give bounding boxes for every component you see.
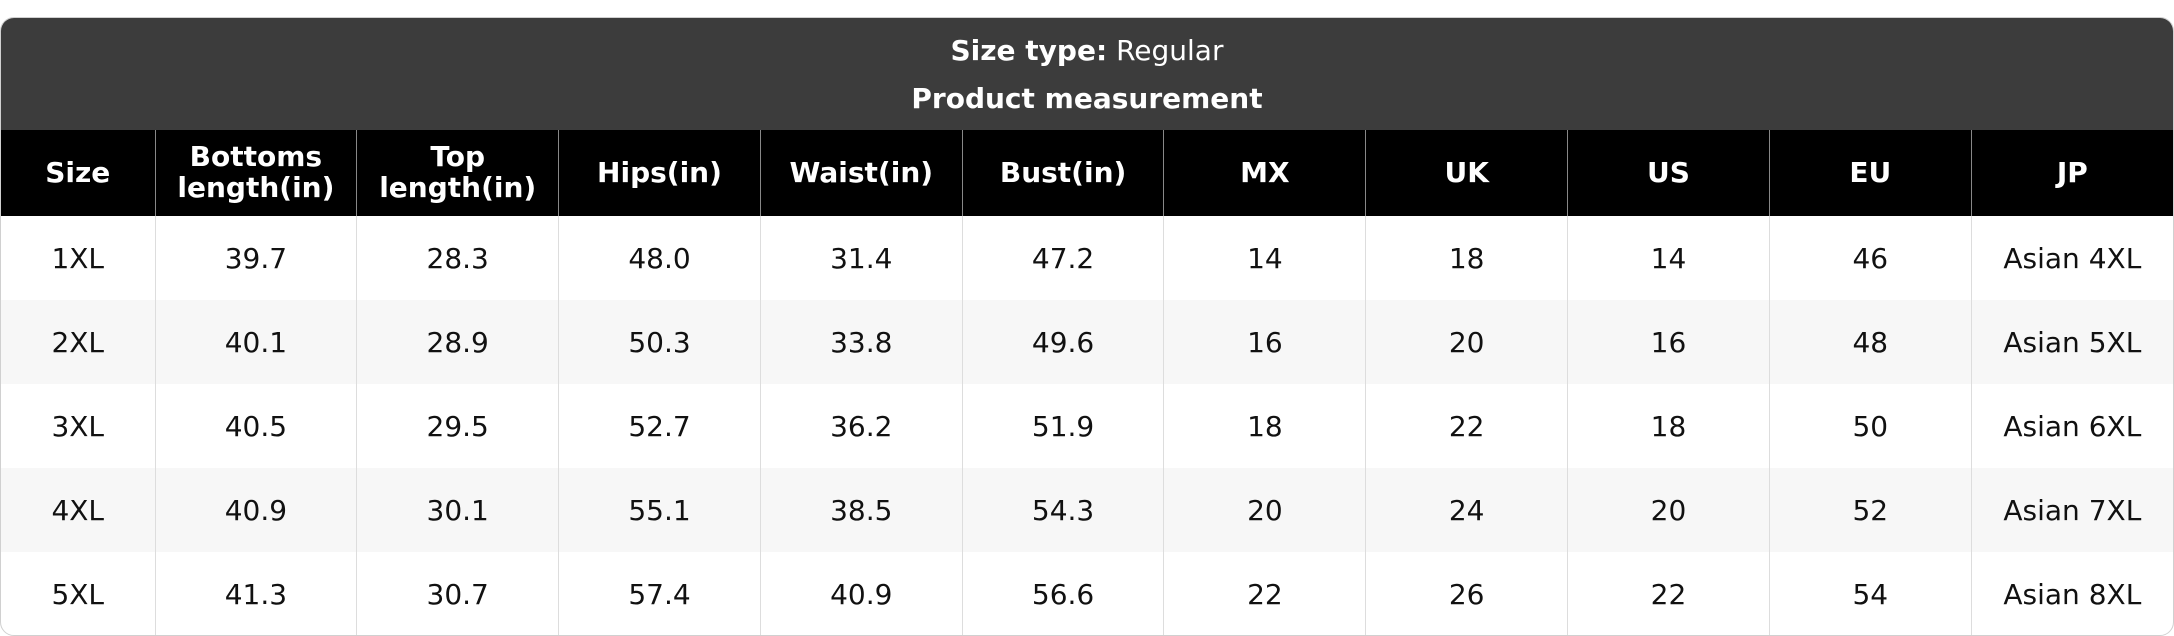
- table-cell: 40.9: [759, 552, 963, 635]
- size-type: Size type: Regular: [1, 18, 2173, 74]
- table-cell: Asian 6XL: [1970, 384, 2173, 468]
- table-cell: Asian 8XL: [1970, 552, 2173, 635]
- table-cell: Asian 4XL: [1970, 216, 2173, 300]
- table-cell: 1XL: [51, 241, 105, 275]
- table-cell: 14: [1163, 216, 1366, 300]
- column-header: Bottoms length(in): [154, 130, 357, 216]
- table-cell: 51.9: [961, 384, 1164, 468]
- table-cell: 3XL: [51, 409, 105, 443]
- column-header: Top length(in): [356, 130, 559, 216]
- table-cell: 46: [1768, 216, 1972, 300]
- table-cell: 56.6: [961, 552, 1164, 635]
- table-body: 1XL 39.7 28.3 48.0 31.4 47.2 14 18 14 46 Asian 4XL…: [1, 216, 2173, 635]
- table-cell: 20: [1365, 300, 1568, 384]
- table-row: 3XL 40.5 29.5 52.7 36.2 51.9 18 22 18 50 Asian 6XL: [1, 384, 2173, 468]
- table-cell: 52.7: [558, 384, 761, 468]
- table-row: 2XL 40.1 28.9 50.3 33.8 49.6 16 20 16 48 Asian 5XL: [1, 300, 2173, 384]
- table-cell: 31.4: [759, 216, 963, 300]
- table-cell: 57.4: [558, 552, 761, 635]
- table-cell: 22: [1365, 384, 1568, 468]
- size-chart: Size type: Regular Product measurement S…: [0, 17, 2174, 636]
- table-cell: 30.7: [356, 552, 559, 635]
- table-row: 4XL 40.9 30.1 55.1 38.5 54.3 20 24 20 52 Asian 7XL: [1, 468, 2173, 552]
- column-header: US: [1567, 130, 1770, 216]
- table-cell: 49.6: [961, 300, 1164, 384]
- table-cell: 55.1: [558, 468, 761, 552]
- table-cell: 36.2: [759, 384, 963, 468]
- table-cell: 28.9: [356, 300, 559, 384]
- table-cell: 29.5: [356, 384, 559, 468]
- table-cell: 16: [1567, 300, 1770, 384]
- column-header: Waist(in): [759, 130, 963, 216]
- table-cell: 5XL: [51, 577, 105, 611]
- table-cell: Asian 7XL: [1970, 468, 2173, 552]
- header-row: Size Bottoms length(in) Top length(in) Hips…: [1, 130, 2173, 216]
- column-header: EU: [1768, 130, 1972, 216]
- table-cell: 41.3: [154, 552, 357, 635]
- column-header: Size: [1, 130, 155, 216]
- column-header: MX: [1163, 130, 1366, 216]
- table-cell: 20: [1163, 468, 1366, 552]
- table-cell: 54.3: [961, 468, 1164, 552]
- size-type-label: Size type:: [950, 34, 1108, 67]
- table-cell: 33.8: [759, 300, 963, 384]
- table-cell: 54: [1768, 552, 1972, 635]
- table-cell: 40.9: [154, 468, 357, 552]
- table-cell: 22: [1567, 552, 1770, 635]
- table-cell: 20: [1567, 468, 1770, 552]
- table-cell: 30.1: [356, 468, 559, 552]
- table-cell: 40.1: [154, 300, 357, 384]
- table-cell: 48.0: [558, 216, 761, 300]
- table-cell: 2XL: [1, 300, 155, 384]
- table-cell: 52: [1768, 468, 1972, 552]
- header-band: Size type: Regular Product measurement: [1, 18, 2173, 130]
- measurement-table: Size Bottoms length(in) Top length(in) Hips…: [1, 130, 2173, 635]
- table-cell: 28.3: [356, 216, 559, 300]
- table-cell: 22: [1163, 552, 1366, 635]
- table-cell: 18: [1365, 216, 1568, 300]
- table-cell: 18: [1567, 384, 1770, 468]
- table-cell: 18: [1163, 384, 1366, 468]
- table-cell: 40.5: [154, 384, 357, 468]
- table-cell: 39.7: [154, 216, 357, 300]
- column-header: JP: [1970, 130, 2173, 216]
- table-title: Product measurement: [911, 82, 1263, 115]
- table-cell: 50: [1768, 384, 1972, 468]
- table-cell: 50.3: [558, 300, 761, 384]
- table-cell: 24: [1365, 468, 1568, 552]
- size-type-value: Regular: [1116, 34, 1224, 67]
- table-cell: 14: [1567, 216, 1770, 300]
- table-cell: 4XL: [1, 468, 155, 552]
- table-cell: 38.5: [759, 468, 963, 552]
- table-cell: Asian 5XL: [1970, 300, 2173, 384]
- column-header: UK: [1365, 130, 1568, 216]
- column-header: Bust(in): [961, 130, 1164, 216]
- table-cell: 26: [1365, 552, 1568, 635]
- column-header: Hips(in): [558, 130, 761, 216]
- table-cell: 48: [1768, 300, 1972, 384]
- table-cell: 47.2: [961, 216, 1164, 300]
- table-cell: 16: [1163, 300, 1366, 384]
- table-row: 5XL 41.3 30.7 57.4 40.9 56.6 22 26 22 54 Asian 8XL: [1, 552, 2173, 635]
- table-row: 1XL 39.7 28.3 48.0 31.4 47.2 14 18 14 46 Asian 4XL: [1, 216, 2173, 300]
